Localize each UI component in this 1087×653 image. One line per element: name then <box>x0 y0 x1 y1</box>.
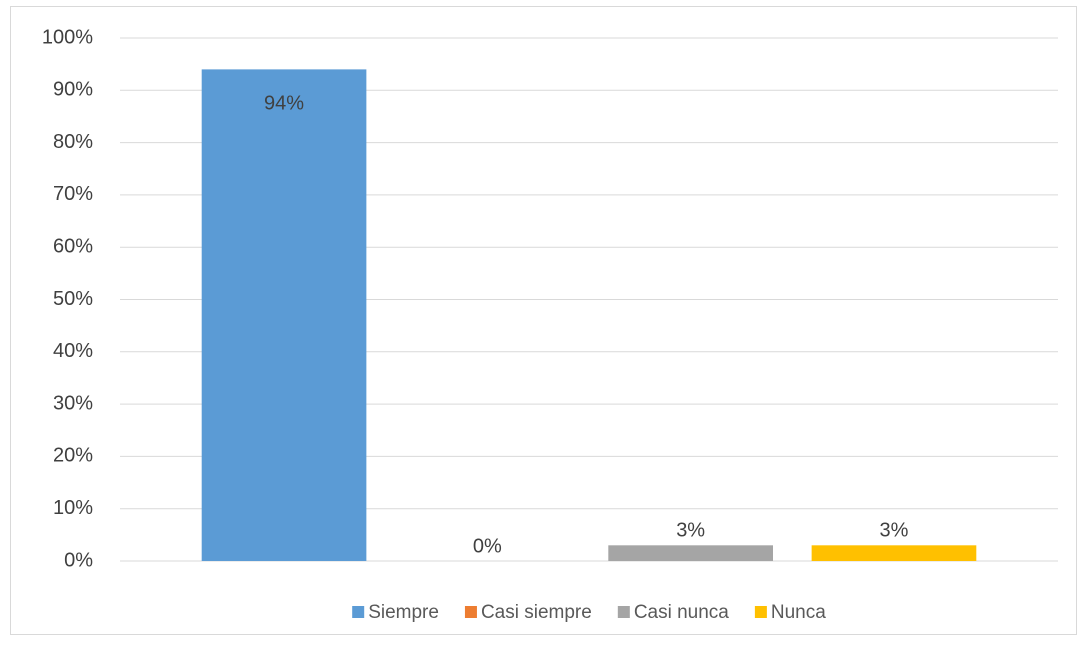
bar <box>811 545 977 561</box>
y-tick-label: 30% <box>53 392 93 414</box>
y-tick-label: 20% <box>53 445 93 467</box>
legend-label: Nunca <box>771 602 826 623</box>
legend-swatch <box>754 606 767 618</box>
bar <box>608 545 773 561</box>
data-label: 94% <box>264 93 304 115</box>
data-label: 0% <box>473 535 502 557</box>
legend-swatch <box>464 606 477 618</box>
y-tick-label: 40% <box>53 340 93 362</box>
chart-border <box>10 6 1077 635</box>
y-tick-label: 50% <box>53 288 93 310</box>
data-label: 3% <box>676 520 705 542</box>
legend-label: Siempre <box>368 602 439 623</box>
y-tick-label: 10% <box>53 497 93 519</box>
y-tick-label: 100% <box>42 26 93 48</box>
y-tick-label: 0% <box>64 549 93 571</box>
y-tick-label: 90% <box>53 79 93 101</box>
y-tick-label: 70% <box>53 183 93 205</box>
y-tick-label: 60% <box>53 235 93 257</box>
legend-swatch <box>352 606 365 618</box>
bar <box>201 69 367 561</box>
y-tick-label: 80% <box>53 131 93 153</box>
legend-label: Casi nunca <box>634 602 729 623</box>
data-label: 3% <box>880 520 909 542</box>
legend-label: Casi siempre <box>481 602 592 623</box>
legend-swatch <box>617 606 630 618</box>
